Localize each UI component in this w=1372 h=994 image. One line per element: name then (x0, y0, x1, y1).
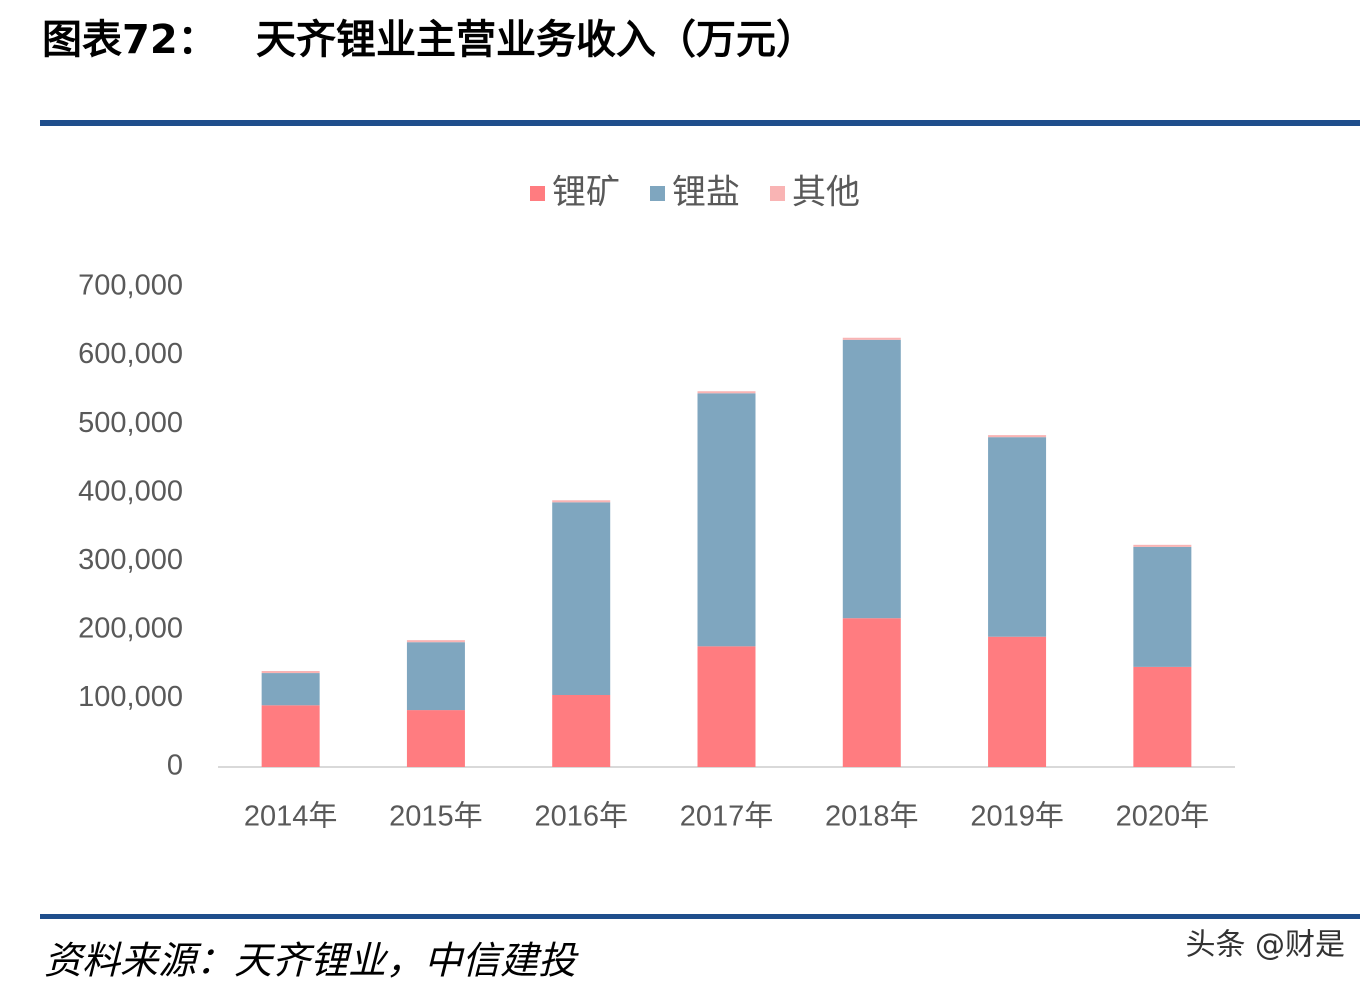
legend-label: 锂矿 (552, 173, 620, 213)
bar-segment (261, 705, 320, 767)
chart-title: 天齐锂业主营业务收入（万元） (256, 17, 816, 63)
x-tick-label: 2016年 (534, 800, 628, 833)
bar-segment (406, 710, 465, 767)
bar-segment (842, 337, 901, 340)
bar-segment (1133, 666, 1192, 767)
top-rule (40, 120, 1360, 126)
bar-segment (552, 695, 611, 767)
y-tick-label: 100,000 (78, 681, 183, 713)
bottom-rule (40, 914, 1360, 919)
bar-segment (842, 618, 901, 767)
bar-segment (1133, 544, 1192, 547)
bar-segment (988, 435, 1047, 438)
x-tick-label: 2017年 (680, 800, 774, 833)
bar-segment (261, 671, 320, 674)
x-tick-label: 2020年 (1116, 800, 1210, 833)
legend-swatch (530, 186, 545, 201)
bar-segment (988, 636, 1047, 767)
y-tick-label: 0 (167, 750, 183, 782)
legend-label: 锂盐 (672, 173, 740, 213)
bar-segment (697, 393, 756, 647)
bar-segment (406, 642, 465, 711)
bar-segment (697, 646, 756, 767)
figure-label: 图表72： (42, 17, 218, 63)
watermark: 头条 @财是 (1185, 928, 1345, 963)
bar-segment (988, 437, 1047, 637)
bar-segment (261, 673, 320, 706)
y-tick-label: 200,000 (78, 613, 183, 645)
y-tick-label: 600,000 (78, 338, 183, 370)
source-note: 资料来源：天齐锂业，中信建投 (44, 939, 579, 983)
bar-segment (697, 391, 756, 394)
bar-segment (552, 502, 611, 695)
bar-segment (842, 339, 901, 619)
legend-label: 其他 (792, 173, 860, 213)
legend-swatch (650, 186, 665, 201)
y-tick-label: 400,000 (78, 475, 183, 507)
x-tick-label: 2019年 (970, 800, 1064, 833)
x-tick-label: 2018年 (825, 800, 919, 833)
y-tick-label: 500,000 (78, 407, 183, 439)
legend-swatch (770, 186, 785, 201)
x-tick-label: 2014年 (244, 800, 338, 833)
bar-segment (406, 640, 465, 643)
y-tick-label: 700,000 (78, 270, 183, 302)
bar-segment (1133, 546, 1192, 667)
y-tick-label: 300,000 (78, 544, 183, 576)
bar-segment (552, 500, 611, 503)
x-tick-label: 2015年 (389, 800, 483, 833)
